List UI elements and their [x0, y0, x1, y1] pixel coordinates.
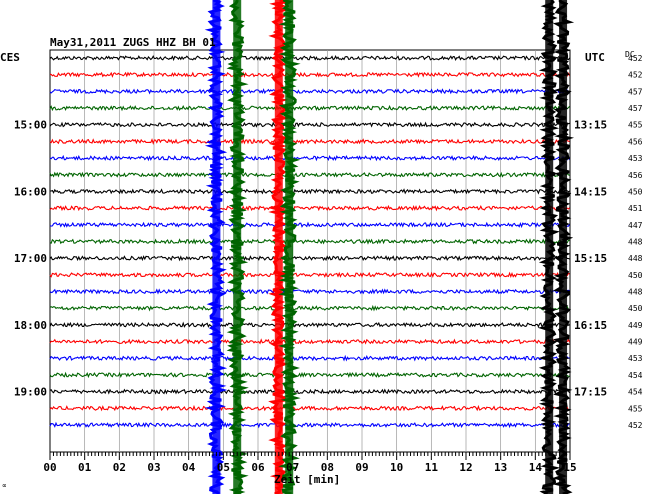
- trace-line: [49, 404, 570, 412]
- event-core: [545, 0, 554, 494]
- dc-value: 449: [628, 321, 643, 330]
- dc-value: 450: [628, 271, 643, 280]
- event-core: [285, 0, 294, 494]
- trace-line: [49, 121, 570, 128]
- x-tick-label: 07: [286, 461, 299, 474]
- trace-line: [49, 204, 570, 212]
- trace-line: [49, 104, 570, 112]
- trace-line: [49, 321, 570, 329]
- dc-value: 455: [628, 404, 643, 413]
- left-axis-label: CES: [0, 51, 20, 64]
- trace-line: [49, 271, 570, 279]
- x-tick-label: 03: [147, 461, 160, 474]
- right-axis-label: UTC: [585, 51, 605, 64]
- dc-value: 457: [628, 87, 643, 96]
- event-core: [274, 0, 283, 494]
- x-axis-label: Zeit [min]: [274, 473, 340, 486]
- x-tick-label: 00: [43, 461, 56, 474]
- x-tick-label: 01: [78, 461, 92, 474]
- trace-line: [49, 388, 571, 395]
- left-time-label: 17:00: [14, 252, 47, 265]
- dc-value: 457: [628, 104, 643, 113]
- dc-value: 448: [628, 254, 643, 263]
- dc-value: 452: [628, 71, 643, 80]
- dc-value: 453: [628, 154, 643, 163]
- x-tick-label: 11: [425, 461, 439, 474]
- dc-label: DC: [625, 50, 635, 59]
- dc-value: 452: [628, 54, 643, 63]
- x-tick-label: 12: [459, 461, 472, 474]
- trace-line: [49, 154, 571, 162]
- dc-value: 454: [628, 388, 643, 397]
- left-time-label: 19:00: [14, 386, 47, 399]
- trace-line: [49, 171, 570, 178]
- dc-value: 448: [628, 288, 643, 297]
- dc-value: 451: [628, 204, 643, 213]
- trace-line: [49, 288, 570, 295]
- left-time-label: 18:00: [14, 319, 47, 332]
- trace-line: [49, 55, 571, 62]
- dc-value: 454: [628, 371, 643, 380]
- x-tick-label: 13: [494, 461, 507, 474]
- left-time-label: 16:00: [14, 185, 47, 198]
- trace-line: [49, 304, 570, 312]
- dc-value: 456: [628, 137, 643, 146]
- dc-value: 449: [628, 338, 643, 347]
- x-tick-label: 04: [182, 461, 196, 474]
- trace-line: [49, 71, 571, 78]
- trace-line: [49, 138, 570, 145]
- x-tick-label: 08: [321, 461, 334, 474]
- dc-value: 452: [628, 421, 643, 430]
- dc-value: 455: [628, 121, 643, 130]
- trace-line: [49, 255, 570, 262]
- trace-line: [49, 354, 570, 362]
- x-tick-label: 02: [113, 461, 126, 474]
- event-core: [233, 0, 242, 494]
- x-tick-label: 15: [563, 461, 576, 474]
- x-tick-label: 05: [217, 461, 230, 474]
- corner-mark: ∝: [2, 481, 7, 490]
- right-time-label: 15:15: [574, 252, 607, 265]
- event-core: [212, 0, 221, 494]
- right-time-label: 13:15: [574, 119, 607, 132]
- trace-line: [49, 421, 570, 429]
- trace-line: [50, 188, 570, 195]
- trace-line: [49, 238, 570, 245]
- dc-value: 448: [628, 237, 643, 246]
- left-time-label: 15:00: [14, 119, 47, 132]
- trace-line: [49, 88, 570, 95]
- label-group: 15:00 16:00 17:00 18:00 19:00 13:15 14:15 15:15…: [14, 54, 643, 430]
- x-tick-label: 06: [251, 461, 265, 474]
- dc-value: 447: [628, 221, 643, 230]
- right-time-label: 16:15: [574, 319, 607, 332]
- x-tick-label: 14: [529, 461, 543, 474]
- trace-line: [49, 371, 570, 379]
- right-time-label: 14:15: [574, 185, 607, 198]
- event-group: [204, 0, 575, 494]
- dc-value: 456: [628, 171, 643, 180]
- trace-line: [49, 221, 571, 229]
- dc-value: 450: [628, 187, 643, 196]
- trace-group: [49, 55, 571, 429]
- dc-value: 450: [628, 304, 643, 313]
- dc-value: 453: [628, 354, 643, 363]
- right-time-label: 17:15: [574, 386, 607, 399]
- x-tick-label: 09: [355, 461, 368, 474]
- chart-title: May31,2011 ZUGS HHZ BH 01: [50, 36, 216, 49]
- x-tick-label: 10: [390, 461, 403, 474]
- x-axis: 00 01 02 03 04 05 06 07 08 09 10 11 12 13 14 15: [43, 452, 577, 474]
- event-core: [559, 0, 568, 494]
- trace-line: [49, 338, 571, 345]
